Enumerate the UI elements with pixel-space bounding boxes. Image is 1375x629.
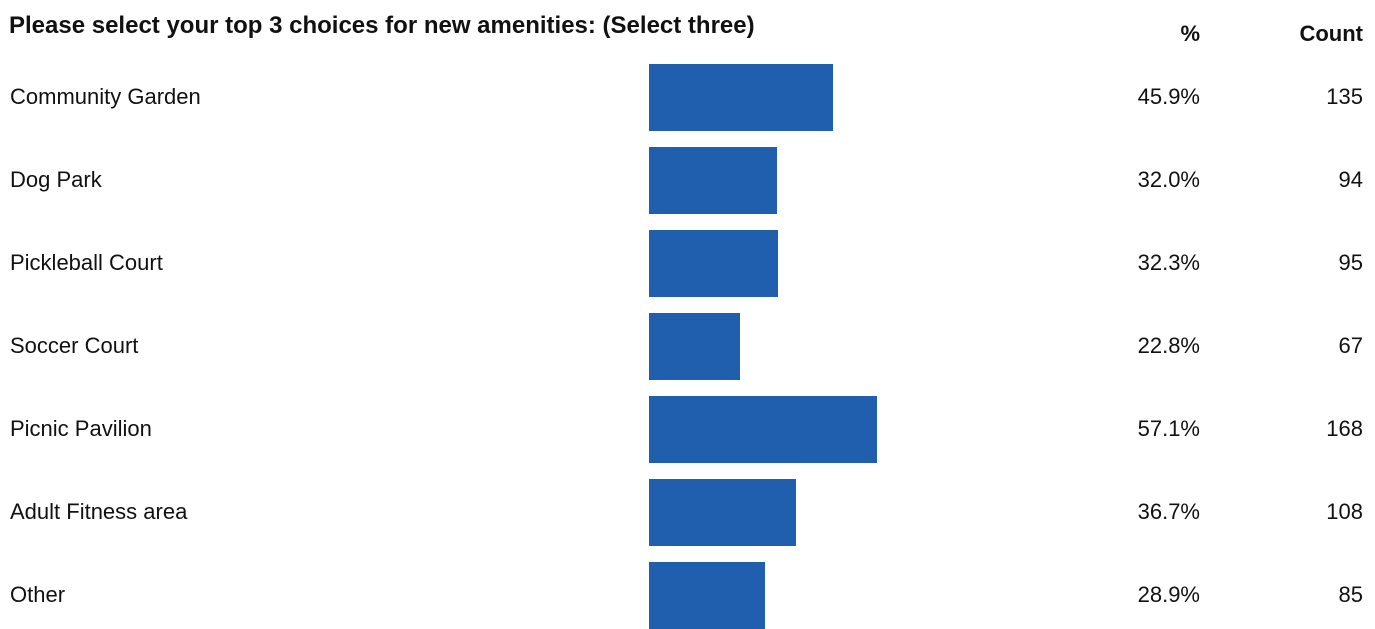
bar	[649, 64, 833, 131]
count-label: 95	[1338, 250, 1363, 275]
category-label: Community Garden	[10, 84, 201, 109]
percent-label: 45.9%	[1137, 84, 1200, 109]
percent-label: 32.3%	[1137, 250, 1200, 275]
percent-label: 22.8%	[1137, 333, 1200, 358]
percent-label: 36.7%	[1137, 499, 1200, 524]
count-label: 135	[1326, 84, 1363, 109]
category-label: Soccer Court	[10, 333, 139, 358]
count-label: 85	[1338, 582, 1363, 607]
category-label: Dog Park	[10, 167, 102, 192]
count-label: 108	[1326, 499, 1363, 524]
percent-label: 57.1%	[1137, 416, 1200, 441]
chart-title: Please select your top 3 choices for new…	[9, 12, 755, 39]
category-label: Other	[10, 582, 66, 607]
category-label: Picnic Pavilion	[10, 416, 152, 441]
percent-column-header: %	[1180, 21, 1200, 46]
bar	[649, 396, 877, 463]
bar	[649, 562, 765, 629]
count-label: 94	[1338, 167, 1363, 192]
bar	[649, 479, 796, 546]
category-label: Adult Fitness area	[10, 499, 188, 524]
category-label: Pickleball Court	[10, 250, 163, 275]
bar	[649, 147, 777, 214]
count-label: 67	[1338, 333, 1363, 358]
count-label: 168	[1326, 416, 1363, 441]
bar	[649, 230, 778, 297]
count-column-header: Count	[1299, 21, 1363, 46]
percent-label: 28.9%	[1137, 582, 1200, 607]
percent-label: 32.0%	[1137, 167, 1200, 192]
bar	[649, 313, 740, 380]
